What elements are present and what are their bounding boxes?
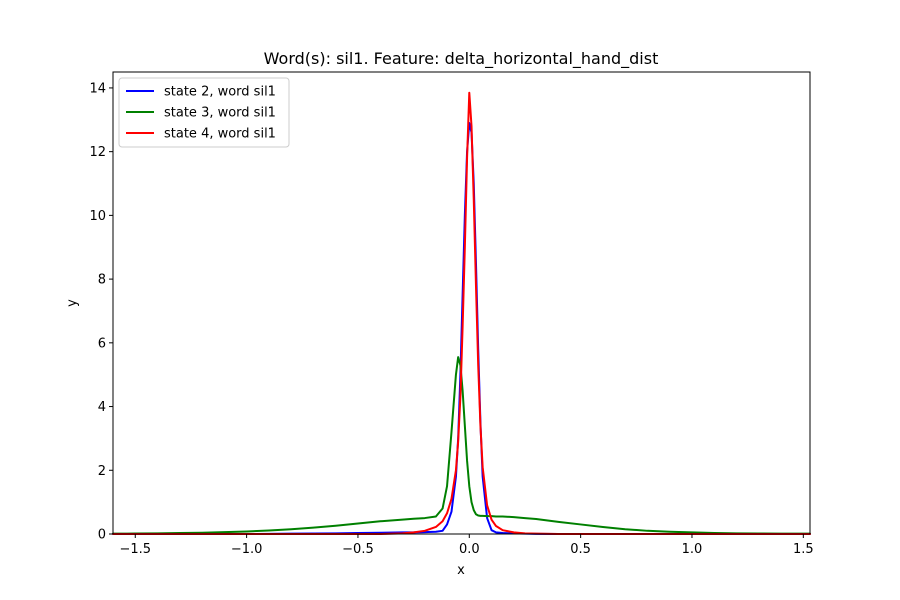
- y-tick-label: 4: [98, 400, 106, 415]
- y-tick-label: 12: [89, 145, 106, 160]
- y-tick-label: 10: [89, 209, 106, 224]
- y-axis: 0 2 4 6 8 10 12 14: [89, 81, 113, 543]
- legend-label: state 2, word sil1: [164, 85, 276, 100]
- series-line-3: [112, 356, 811, 535]
- x-axis: −1.5 −1.0 −0.5 0.0 0.5 1.0 1.5: [119, 534, 814, 557]
- y-tick-label: 0: [98, 528, 106, 543]
- x-tick-label: −1.5: [119, 542, 151, 557]
- x-tick-label: 1.0: [682, 542, 703, 557]
- x-tick-label: 0.0: [459, 542, 480, 557]
- x-tick-label: −0.5: [342, 542, 374, 557]
- x-tick-label: −1.0: [231, 542, 263, 557]
- chart-title: Word(s): sil1. Feature: delta_horizontal…: [264, 49, 659, 69]
- x-axis-label: x: [457, 563, 465, 578]
- y-tick-label: 2: [98, 464, 106, 479]
- legend-box: [118, 77, 290, 148]
- y-tick-label: 6: [98, 336, 106, 351]
- x-tick-label: 0.5: [570, 542, 591, 557]
- legend-label: state 4, word sil1: [164, 127, 276, 142]
- y-tick-label: 14: [89, 81, 106, 96]
- y-axis-label: y: [65, 299, 80, 307]
- legend: state 2, word sil1 state 3, word sil1 stat…: [118, 77, 290, 148]
- legend-label: state 3, word sil1: [164, 106, 276, 121]
- x-tick-label: 1.5: [793, 542, 814, 557]
- y-tick-label: 8: [98, 273, 106, 288]
- plot-frame: [112, 71, 811, 535]
